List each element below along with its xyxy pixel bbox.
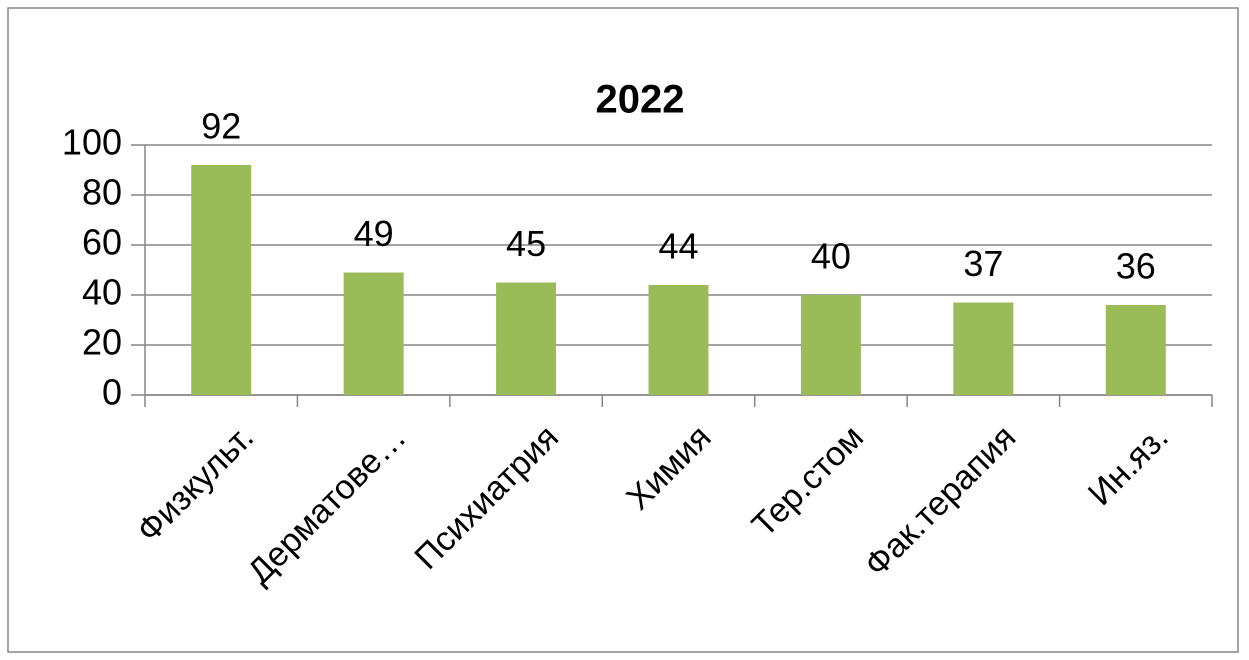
bar <box>1105 305 1166 395</box>
data-label: 37 <box>963 243 1003 284</box>
data-label: 40 <box>811 236 851 277</box>
y-tick-label: 0 <box>102 372 122 413</box>
y-tick-label: 100 <box>62 122 122 163</box>
data-label: 45 <box>506 223 546 264</box>
data-label: 92 <box>201 106 241 147</box>
y-tick-label: 80 <box>82 172 122 213</box>
y-tick-label: 40 <box>82 272 122 313</box>
bar <box>648 285 709 395</box>
data-label: 36 <box>1116 246 1156 287</box>
bar <box>953 302 1014 395</box>
data-label: 49 <box>354 213 394 254</box>
data-label: 44 <box>658 226 698 267</box>
bar <box>191 165 252 395</box>
y-tick-label: 60 <box>82 222 122 263</box>
y-tick-label: 20 <box>82 322 122 363</box>
bar <box>343 272 404 395</box>
chart-title: 2022 <box>596 78 685 122</box>
bar <box>800 295 861 395</box>
bar <box>496 282 557 395</box>
